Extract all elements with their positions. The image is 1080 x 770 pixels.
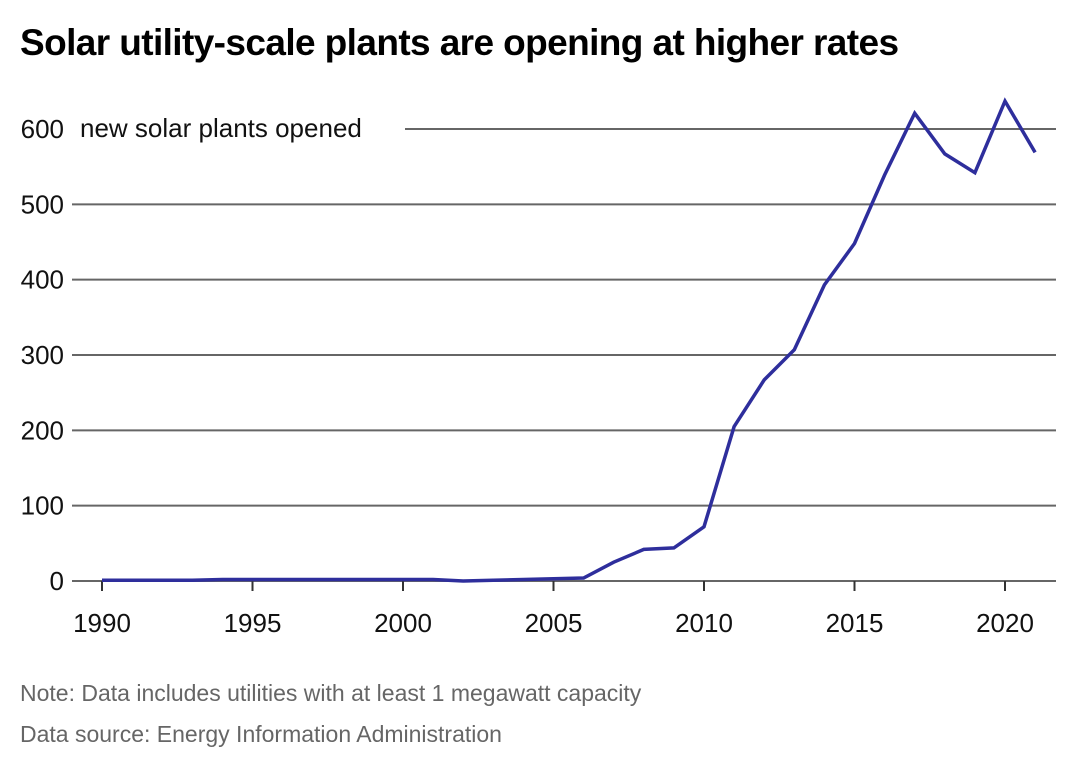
series-lines xyxy=(101,97,1037,583)
gridlines xyxy=(72,128,1056,582)
y-tick-label: 300 xyxy=(21,340,64,370)
x-tick-label: 2015 xyxy=(826,608,884,638)
y-tick-label: 600 xyxy=(21,114,64,144)
x-axis: 1990 1995 2000 2005 2010 2015 2020 xyxy=(73,581,1034,638)
y-axis: 0 100 200 300 400 500 600 xyxy=(21,114,64,596)
y-tick-label: 200 xyxy=(21,415,64,445)
series-label: new solar plants opened xyxy=(80,113,362,143)
x-tick-label: 2020 xyxy=(976,608,1034,638)
y-tick-label: 0 xyxy=(50,566,64,596)
series-line xyxy=(102,97,1037,583)
x-tick-label: 1990 xyxy=(73,608,131,638)
x-tick-label: 2005 xyxy=(525,608,583,638)
series-label-group: new solar plants opened xyxy=(80,113,362,143)
y-tick-label: 500 xyxy=(21,189,64,219)
chart-note: Note: Data includes utilities with at le… xyxy=(20,680,642,706)
x-tick-label: 2010 xyxy=(675,608,733,638)
x-tick-label: 2000 xyxy=(374,608,432,638)
y-tick-label: 400 xyxy=(21,265,64,295)
data-source-note: Data source: Energy Information Administ… xyxy=(20,721,502,747)
chart-title: Solar utility-scale plants are opening a… xyxy=(20,22,899,63)
y-tick-label: 100 xyxy=(21,491,64,521)
x-tick-label: 1995 xyxy=(224,608,282,638)
